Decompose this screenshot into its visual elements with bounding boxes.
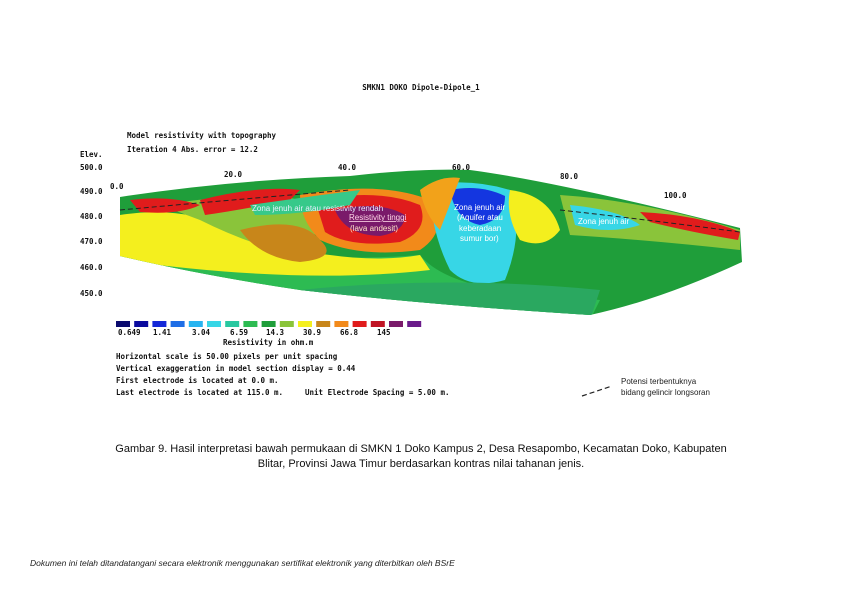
x-tick: 100.0 <box>664 191 687 200</box>
x-tick: 40.0 <box>338 163 357 172</box>
swatch <box>316 321 331 327</box>
scale-label: 6.59 <box>230 328 249 337</box>
note: Horizontal scale is 50.00 pixels per uni… <box>116 352 338 361</box>
swatch <box>243 321 258 327</box>
annotation: (lava andesit) <box>350 224 398 233</box>
scale-label: 66.8 <box>340 328 359 337</box>
swatch <box>298 321 312 327</box>
figure-subtitle: Model resistivity with topography <box>127 131 276 140</box>
figure-title: SMKN1 DOKO Dipole-Dipole_1 <box>362 83 480 92</box>
elev-label: Elev. <box>80 150 103 159</box>
swatch <box>389 321 403 327</box>
swatch <box>261 321 276 327</box>
note: First electrode is located at 0.0 m. <box>116 376 279 385</box>
scale-label: 0.649 <box>118 328 141 337</box>
legend-line <box>581 385 613 397</box>
swatch <box>207 321 221 327</box>
swatch <box>134 321 149 327</box>
annotation: Zona jenuh air <box>578 217 629 226</box>
annotation: keberadaan <box>459 224 501 233</box>
legend-text: bidang gelincir longsoran <box>621 388 710 397</box>
caption: Blitar, Provinsi Jawa Timur berdasarkan … <box>258 458 585 470</box>
x-tick: 60.0 <box>452 163 471 172</box>
caption: Gambar 9. Hasil interpretasi bawah permu… <box>115 443 726 455</box>
scale-title: Resistivity in ohm.m <box>223 338 314 347</box>
resistivity-section <box>120 169 742 315</box>
annotation: (Aquifer atau <box>457 213 503 222</box>
note: Vertical exaggeration in model section d… <box>116 364 356 373</box>
swatch <box>407 321 422 327</box>
swatch <box>188 321 203 327</box>
footer: Dokumen ini telah ditandatangani secara … <box>30 558 455 568</box>
color-scale <box>116 321 422 327</box>
slip-line <box>119 189 741 233</box>
elev-tick: 500.0 <box>80 163 103 172</box>
legend-text: Potensi terbentuknya <box>621 377 697 386</box>
annotation: Zona jenuh air atau resistivity rendah <box>252 204 383 213</box>
swatch <box>170 321 185 327</box>
x-tick: 80.0 <box>560 172 579 181</box>
elev-tick: 480.0 <box>80 212 103 221</box>
x-tick: 20.0 <box>224 170 243 179</box>
elev-tick: 460.0 <box>80 263 103 272</box>
annotation: Resistivity tinggi <box>349 213 407 222</box>
elev-tick: 450.0 <box>80 289 103 298</box>
elev-tick: 490.0 <box>80 187 103 196</box>
swatch <box>225 321 240 327</box>
scale-label: 145 <box>377 328 391 337</box>
annotation: Zona jenuh air <box>454 203 505 212</box>
swatch <box>116 321 130 327</box>
note: Last electrode is located at 115.0 m. <box>116 388 283 397</box>
scale-label: 3.04 <box>192 328 211 337</box>
swatch <box>352 321 367 327</box>
swatch <box>152 321 167 327</box>
swatch <box>370 321 385 327</box>
figure-subtitle: Iteration 4 Abs. error = 12.2 <box>127 145 258 154</box>
scale-label: 1.41 <box>153 328 172 337</box>
scale-label: 14.3 <box>266 328 285 337</box>
note: Unit Electrode Spacing = 5.00 m. <box>305 388 450 397</box>
scale-label: 30.9 <box>303 328 322 337</box>
elev-tick: 470.0 <box>80 237 103 246</box>
annotation: sumur bor) <box>460 234 499 243</box>
swatch <box>334 321 349 327</box>
x-tick: 0.0 <box>110 182 124 191</box>
swatch <box>279 321 294 327</box>
